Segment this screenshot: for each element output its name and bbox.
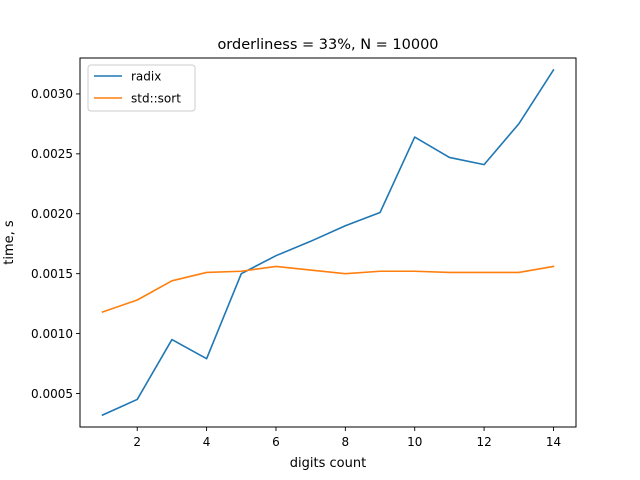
chart-title: orderliness = 33%, N = 10000 (217, 37, 438, 53)
axes-frame (79, 57, 577, 428)
y-tick-label: 0.0025 (31, 147, 73, 161)
plot-area (101, 68, 555, 417)
x-tick-label: 12 (476, 435, 491, 449)
y-tick-label: 0.0015 (31, 267, 73, 281)
x-tick-label: 8 (342, 435, 350, 449)
series-line-radix (101, 68, 555, 417)
x-tick-label: 14 (546, 435, 561, 449)
y-tick-label: 0.0010 (31, 327, 73, 341)
x-tick-label: 10 (407, 435, 422, 449)
x-axis-ticks: 2 4 6 8 10 12 14 (133, 427, 561, 449)
y-axis-ticks: 0.0005 0.0010 0.0015 0.0020 0.0025 0.0030 (31, 87, 80, 401)
x-tick-label: 6 (272, 435, 280, 449)
y-tick-label: 0.0020 (31, 207, 73, 221)
y-axis-label: time, s (2, 220, 17, 265)
x-axis-label: digits count (290, 456, 366, 471)
x-tick-label: 2 (133, 435, 141, 449)
legend-label: std::sort (131, 92, 181, 106)
series-line-std-sort (101, 265, 555, 314)
legend-label: radix (131, 70, 161, 84)
x-tick-label: 4 (203, 435, 211, 449)
y-tick-label: 0.0005 (31, 387, 73, 401)
y-tick-label: 0.0030 (31, 87, 73, 101)
